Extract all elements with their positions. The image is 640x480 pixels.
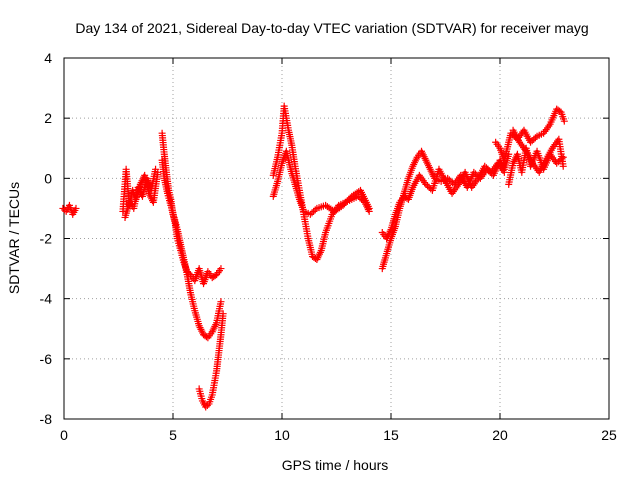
data-point [306,210,314,218]
y-tick-label: -2 [40,231,53,247]
y-axis-label: SDTVAR / TECUs [6,182,22,294]
series-d [158,129,225,288]
data-point-interp [311,206,319,214]
axes [63,57,610,420]
data-point [365,204,373,212]
data-point [72,204,80,212]
data-point [219,310,227,318]
data-point [217,265,225,273]
x-tick-label: 10 [274,427,290,443]
y-tick-label: 0 [44,170,52,186]
grid-lines [63,57,610,420]
data-point-interp [531,134,539,142]
series-h [269,147,373,218]
y-tick-label: -6 [40,351,53,367]
data-point-interp [425,183,433,191]
data-point-interp [310,207,318,215]
y-tick-label: 4 [44,50,52,66]
series-c [121,165,160,221]
data-point-interp [530,135,538,143]
y-tick-label: 2 [44,110,52,126]
data-point [152,165,160,173]
data-point [527,138,535,146]
series-j [378,159,508,242]
series-k [492,105,568,164]
x-axis-label: GPS time / hours [282,457,389,473]
data-point [422,180,430,188]
data-point [553,159,561,167]
data-point-interp [203,401,211,409]
series-a [59,201,80,218]
y-tick-label: -8 [40,411,53,427]
x-tick-label: 0 [60,427,68,443]
x-tick-label: 5 [169,427,177,443]
series-e [158,156,225,342]
data-point-interp [424,182,432,190]
x-tick-label: 20 [492,427,508,443]
data-point-interp [482,164,490,172]
data-point-interp [308,209,316,217]
series-g [269,102,373,264]
data-point [559,162,567,170]
data-point [560,117,568,125]
data-point [470,168,478,176]
series-m [509,126,567,176]
chart-title: Day 134 of 2021, Sidereal Day-to-day VTE… [75,20,588,36]
data-points [59,102,568,411]
data-point [59,204,67,212]
data-point [500,168,508,176]
y-tick-label: -4 [40,291,53,307]
data-point-interp [528,137,536,145]
plot-frame [63,57,610,420]
data-point-interp [484,165,492,173]
series-f [195,310,227,411]
x-tick-label: 15 [383,427,399,443]
data-point [202,403,210,411]
data-point [217,298,225,306]
x-tick-label: 25 [601,427,617,443]
data-point [481,162,489,170]
